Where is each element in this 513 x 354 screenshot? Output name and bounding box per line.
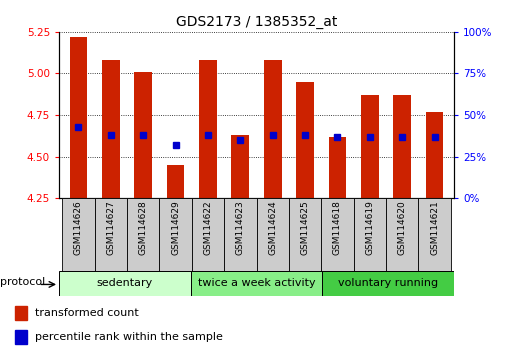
Bar [224, 198, 256, 271]
Bar [15, 307, 28, 320]
Text: GSM114620: GSM114620 [398, 200, 407, 255]
Bar [62, 198, 94, 271]
Bar [296, 82, 314, 198]
Text: GSM114627: GSM114627 [106, 200, 115, 255]
Bar [199, 60, 217, 198]
Bar [264, 60, 282, 198]
Text: GSM114623: GSM114623 [236, 200, 245, 255]
Bar [59, 271, 191, 296]
Bar [353, 198, 386, 271]
Text: percentile rank within the sample: percentile rank within the sample [35, 332, 223, 342]
Bar [192, 198, 224, 271]
Bar [231, 135, 249, 198]
Bar [134, 72, 152, 198]
Bar [361, 95, 379, 198]
Bar [70, 37, 87, 198]
Text: GSM114619: GSM114619 [365, 200, 374, 255]
Bar [426, 112, 443, 198]
Text: GSM114628: GSM114628 [139, 200, 148, 255]
Text: GSM114622: GSM114622 [204, 200, 212, 255]
Bar [167, 165, 185, 198]
Bar [15, 330, 28, 344]
Bar [94, 198, 127, 271]
Text: protocol: protocol [0, 277, 45, 287]
Text: twice a week activity: twice a week activity [198, 278, 315, 288]
Text: voluntary running: voluntary running [338, 278, 438, 288]
Bar [419, 198, 451, 271]
Bar [328, 137, 346, 198]
Bar [321, 198, 353, 271]
Bar [256, 198, 289, 271]
Text: GSM114629: GSM114629 [171, 200, 180, 255]
Text: sedentary: sedentary [97, 278, 153, 288]
Text: GSM114618: GSM114618 [333, 200, 342, 255]
Bar [127, 198, 160, 271]
Bar [160, 198, 192, 271]
Text: GSM114625: GSM114625 [301, 200, 309, 255]
Bar [191, 271, 322, 296]
Bar [322, 271, 454, 296]
Text: GSM114626: GSM114626 [74, 200, 83, 255]
Bar [289, 198, 321, 271]
Bar [386, 198, 419, 271]
Text: GSM114624: GSM114624 [268, 200, 277, 255]
Text: GSM114621: GSM114621 [430, 200, 439, 255]
Bar [393, 95, 411, 198]
Text: transformed count: transformed count [35, 308, 139, 318]
Bar [102, 60, 120, 198]
Title: GDS2173 / 1385352_at: GDS2173 / 1385352_at [176, 16, 337, 29]
